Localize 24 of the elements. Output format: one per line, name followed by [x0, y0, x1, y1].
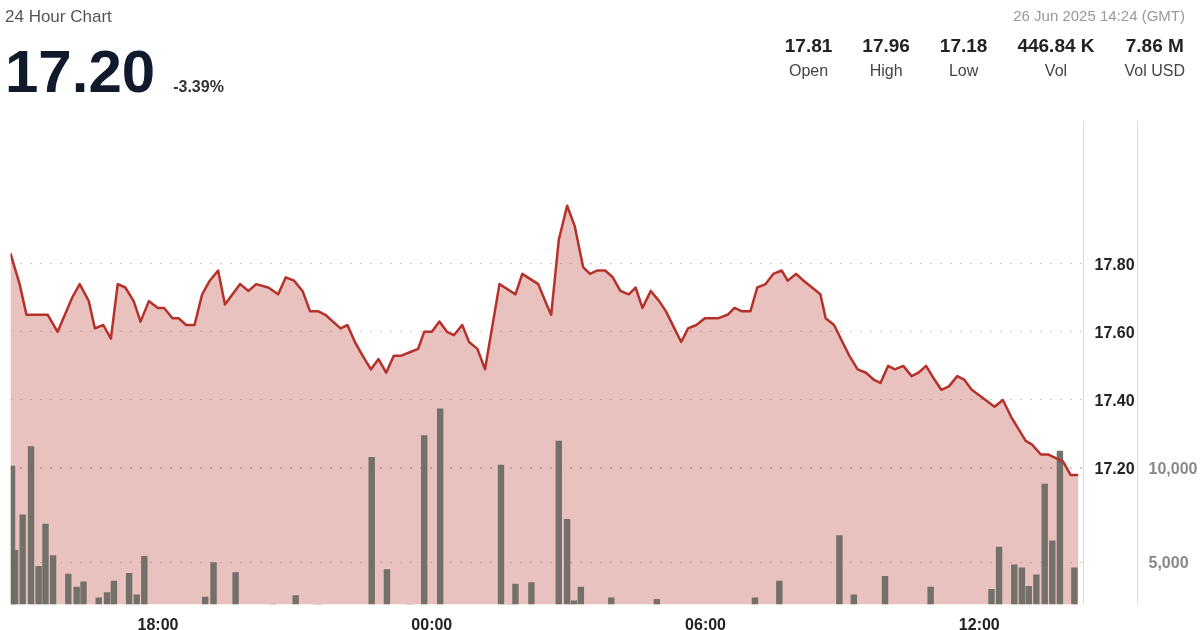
text: 17.96 [862, 34, 910, 59]
x-tick-label: 06:00 [685, 615, 727, 630]
y2-tick-label: 10,000 [1148, 459, 1198, 477]
y2-tick-label: 5,000 [1148, 554, 1189, 572]
text: 17.18 [939, 34, 988, 59]
text: Open [787, 60, 830, 81]
text: 7.86 M [1124, 34, 1185, 59]
chart-subtitle: 24 Hour Chart [5, 6, 113, 28]
x-tick-label: 12:00 [958, 615, 1000, 630]
x-tick-label: 18:00 [137, 615, 179, 630]
text: 446.84 K [1017, 34, 1095, 59]
text: 17.20 [5, 38, 156, 106]
y-tick-label: 17.40 [1094, 391, 1135, 409]
text: -3.39% [173, 78, 224, 96]
x-tick-label: 00:00 [411, 615, 453, 630]
text: 17.81 [784, 34, 833, 59]
y-tick-label: 17.20 [1094, 460, 1135, 478]
y-tick-label: 17.80 [1094, 255, 1135, 273]
text: Vol [1043, 60, 1069, 81]
y-tick-label: 17.60 [1094, 323, 1135, 341]
text: 26 Jun 2025 14:24 (GMT) [1012, 6, 1185, 26]
text: Vol USD [1124, 60, 1185, 81]
text: Low [947, 60, 980, 81]
text: High [868, 60, 904, 81]
